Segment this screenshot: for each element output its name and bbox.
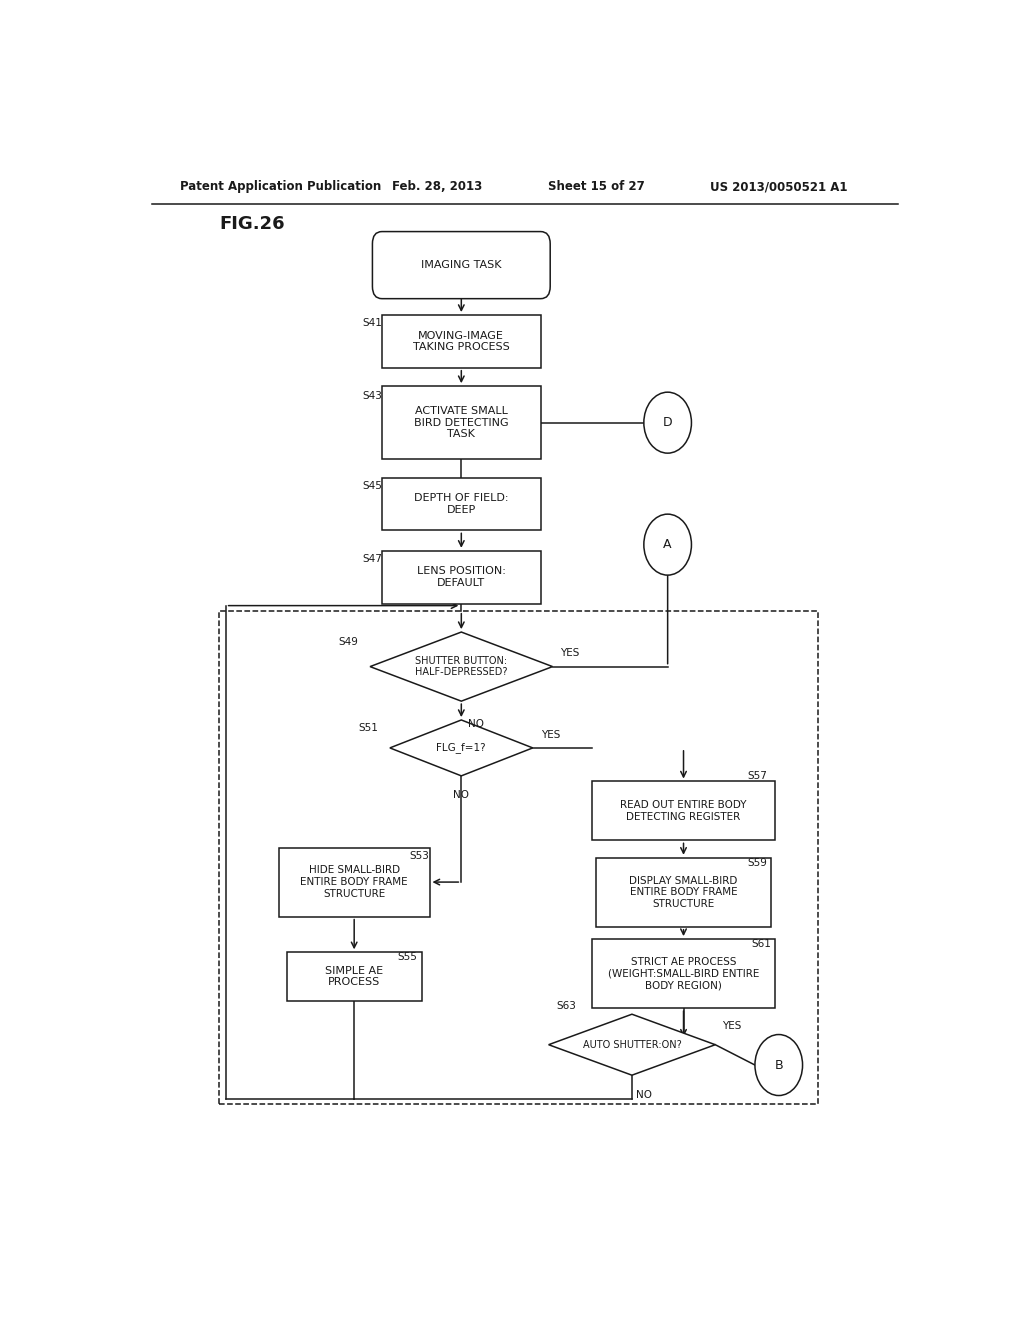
Text: NO: NO xyxy=(468,718,483,729)
Text: S43: S43 xyxy=(362,391,382,401)
Text: S51: S51 xyxy=(358,723,378,733)
Text: AUTO SHUTTER:ON?: AUTO SHUTTER:ON? xyxy=(583,1040,681,1049)
FancyBboxPatch shape xyxy=(373,231,550,298)
Text: HIDE SMALL-BIRD
ENTIRE BODY FRAME
STRUCTURE: HIDE SMALL-BIRD ENTIRE BODY FRAME STRUCT… xyxy=(300,866,408,899)
Text: D: D xyxy=(663,416,673,429)
Text: S57: S57 xyxy=(746,771,767,781)
Text: Feb. 28, 2013: Feb. 28, 2013 xyxy=(392,181,482,193)
Text: B: B xyxy=(774,1059,783,1072)
Text: SHUTTER BUTTON:
HALF-DEPRESSED?: SHUTTER BUTTON: HALF-DEPRESSED? xyxy=(415,656,508,677)
Text: S61: S61 xyxy=(751,939,771,949)
Polygon shape xyxy=(390,719,532,776)
Bar xyxy=(592,939,775,1008)
Text: YES: YES xyxy=(541,730,560,739)
Polygon shape xyxy=(549,1014,715,1076)
Text: IMAGING TASK: IMAGING TASK xyxy=(421,260,502,271)
Text: S41: S41 xyxy=(362,318,382,329)
Text: S63: S63 xyxy=(557,1001,577,1011)
Text: MOVING-IMAGE
TAKING PROCESS: MOVING-IMAGE TAKING PROCESS xyxy=(413,330,510,352)
Text: NO: NO xyxy=(636,1089,652,1100)
Circle shape xyxy=(644,392,691,453)
Bar xyxy=(382,315,541,368)
Text: S45: S45 xyxy=(362,480,382,491)
Text: STRICT AE PROCESS
(WEIGHT:SMALL-BIRD ENTIRE
BODY REGION): STRICT AE PROCESS (WEIGHT:SMALL-BIRD ENT… xyxy=(608,957,759,990)
Bar xyxy=(382,385,541,459)
Bar xyxy=(592,781,775,841)
Text: YES: YES xyxy=(560,648,580,659)
Text: SIMPLE AE
PROCESS: SIMPLE AE PROCESS xyxy=(325,966,383,987)
Text: S47: S47 xyxy=(362,554,382,564)
Text: FLG_f=1?: FLG_f=1? xyxy=(436,742,486,754)
Text: A: A xyxy=(664,539,672,552)
Text: NO: NO xyxy=(454,791,469,800)
Text: LENS POSITION:
DEFAULT: LENS POSITION: DEFAULT xyxy=(417,566,506,587)
Text: US 2013/0050521 A1: US 2013/0050521 A1 xyxy=(710,181,848,193)
Circle shape xyxy=(755,1035,803,1096)
Text: S53: S53 xyxy=(410,850,430,861)
Text: Patent Application Publication: Patent Application Publication xyxy=(179,181,381,193)
Text: FIG.26: FIG.26 xyxy=(219,215,285,234)
Text: ACTIVATE SMALL
BIRD DETECTING
TASK: ACTIVATE SMALL BIRD DETECTING TASK xyxy=(414,407,509,440)
Bar xyxy=(279,847,430,916)
Text: READ OUT ENTIRE BODY
DETECTING REGISTER: READ OUT ENTIRE BODY DETECTING REGISTER xyxy=(621,800,746,822)
Text: S55: S55 xyxy=(397,952,418,962)
Bar xyxy=(287,952,422,1001)
Polygon shape xyxy=(370,632,553,701)
Circle shape xyxy=(644,515,691,576)
Bar xyxy=(382,478,541,531)
Text: Sheet 15 of 27: Sheet 15 of 27 xyxy=(548,181,644,193)
Text: S49: S49 xyxy=(338,638,358,647)
Text: YES: YES xyxy=(722,1022,741,1031)
Bar xyxy=(596,858,771,927)
Text: DEPTH OF FIELD:
DEEP: DEPTH OF FIELD: DEEP xyxy=(414,494,509,515)
Bar xyxy=(382,550,541,603)
Text: S59: S59 xyxy=(746,858,767,867)
Text: DISPLAY SMALL-BIRD
ENTIRE BODY FRAME
STRUCTURE: DISPLAY SMALL-BIRD ENTIRE BODY FRAME STR… xyxy=(630,875,737,909)
Bar xyxy=(219,611,818,1104)
